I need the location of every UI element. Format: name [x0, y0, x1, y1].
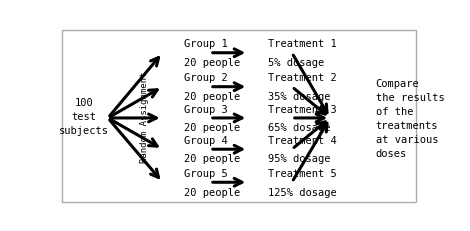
Text: Group 4: Group 4 — [184, 135, 228, 145]
Text: Random Assignment: Random Assignment — [140, 71, 149, 162]
Text: 95% dosage: 95% dosage — [268, 154, 331, 164]
Text: 35% dosage: 35% dosage — [268, 91, 331, 102]
Text: 20 people: 20 people — [184, 58, 241, 68]
Text: 20 people: 20 people — [184, 154, 241, 164]
Text: Treatment 3: Treatment 3 — [268, 104, 337, 114]
Text: Treatment 4: Treatment 4 — [268, 135, 337, 145]
Text: 20 people: 20 people — [184, 187, 241, 197]
Text: Treatment 2: Treatment 2 — [268, 73, 337, 83]
Text: 20 people: 20 people — [184, 123, 241, 133]
Text: Group 2: Group 2 — [184, 73, 228, 83]
Text: 5% dosage: 5% dosage — [268, 58, 324, 68]
Text: 100
test
subjects: 100 test subjects — [59, 98, 109, 136]
Text: Group 5: Group 5 — [184, 168, 228, 178]
Text: Group 1: Group 1 — [184, 39, 228, 49]
Text: Compare
the results
of the
treatments
at various
doses: Compare the results of the treatments at… — [376, 79, 445, 158]
Text: 20 people: 20 people — [184, 91, 241, 102]
Text: Treatment 1: Treatment 1 — [268, 39, 337, 49]
FancyBboxPatch shape — [63, 31, 415, 202]
Text: 125% dosage: 125% dosage — [268, 187, 337, 197]
Text: Group 3: Group 3 — [184, 104, 228, 114]
Text: 65% dosage: 65% dosage — [268, 123, 331, 133]
Text: Treatment 5: Treatment 5 — [268, 168, 337, 178]
